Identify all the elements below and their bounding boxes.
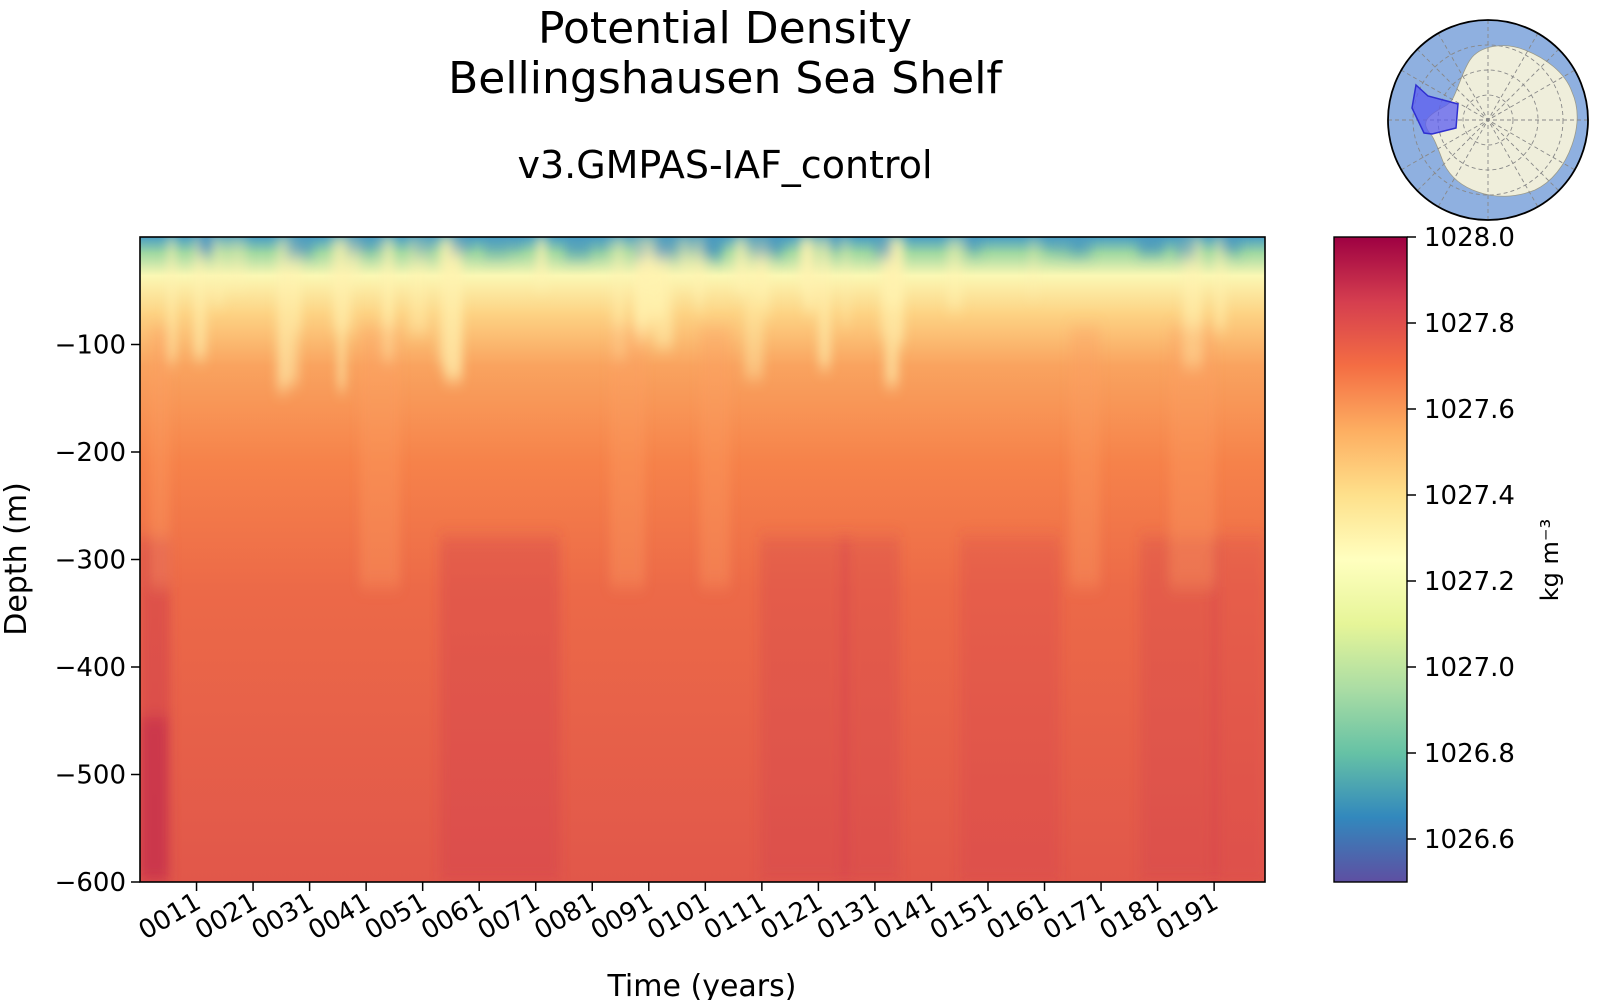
heatmap-streak-surface	[346, 237, 369, 252]
colorbar-tick-label: 1026.8	[1424, 739, 1515, 769]
y-tick-label: −500	[55, 761, 126, 791]
heatmap-streak-light	[167, 237, 176, 362]
heatmap-streak-light	[744, 237, 764, 379]
y-axis: −100 −200 −300 −400 −500 −600	[55, 331, 140, 898]
heatmap-streak-light	[193, 237, 207, 359]
colorbar-label: kg m⁻³	[1536, 519, 1564, 601]
heatmap-streak-light	[226, 237, 247, 287]
heatmap-streak-light	[734, 237, 747, 292]
heatmap-streak-surface	[450, 237, 471, 251]
colorbar-tick-label: 1027.2	[1424, 567, 1515, 597]
heatmap-band-light	[1170, 327, 1215, 587]
heatmap-streak-light	[331, 237, 354, 331]
heatmap-band-dense	[140, 717, 168, 882]
heatmap-band-dense	[760, 537, 850, 882]
heatmap-streak-surface	[511, 237, 521, 250]
heatmap-streak-surface	[826, 237, 843, 250]
heatmap-streak-surface	[197, 237, 213, 253]
heatmap-streak-light	[695, 237, 703, 311]
heatmap-streak-surface	[1056, 237, 1077, 255]
heatmap-streak-surface	[565, 237, 592, 257]
heatmap-streak-surface	[685, 237, 699, 254]
colorbar-tick-label: 1027.6	[1424, 395, 1515, 425]
chart-title-line2: Bellingshausen Sea Shelf	[448, 53, 1002, 104]
heatmap-streak-surface	[1221, 237, 1243, 253]
heatmap-band-dense	[440, 537, 560, 882]
chart-title: Potential Density	[537, 3, 913, 54]
heatmap-streak-surface	[290, 237, 314, 255]
y-axis-label: Depth (m)	[0, 482, 34, 636]
heatmap-streak-light	[884, 237, 899, 386]
x-axis: 0011002100310041005100610071008100910101…	[134, 882, 1224, 946]
colorbar-tick-label: 1027.0	[1424, 653, 1515, 683]
y-tick-label: −400	[55, 653, 126, 683]
heatmap-streak-light	[408, 237, 429, 334]
colorbar-tick-label: 1027.4	[1424, 481, 1515, 511]
colorbar-tick-label: 1026.6	[1424, 825, 1515, 855]
heatmap-streak-surface	[635, 237, 645, 259]
heatmap-streak-light	[842, 237, 850, 326]
heatmap-streak-surface	[660, 237, 672, 254]
heatmap-streak-surface	[365, 237, 384, 253]
heatmap-band-light	[700, 327, 730, 587]
heatmap-streak-light	[349, 237, 361, 281]
y-tick-label: −100	[55, 331, 126, 361]
heatmap-streak-light	[1029, 237, 1038, 297]
colorbar-tick-label: 1027.8	[1424, 309, 1515, 339]
colorbar-tick-label: 1028.0	[1424, 223, 1515, 253]
heatmap-band-dense	[960, 537, 1060, 882]
heatmap-streak-surface	[765, 237, 786, 251]
heatmap-streak-light	[763, 237, 771, 316]
x-tick-label: 0191	[1151, 887, 1223, 946]
y-tick-label: −200	[55, 438, 126, 468]
heatmap-band-light	[1070, 327, 1100, 587]
heatmap-streak-surface	[595, 237, 608, 253]
map-graticule	[1388, 20, 1588, 220]
heatmap-streak-light	[437, 237, 447, 367]
y-tick-label: −300	[55, 546, 126, 576]
heatmap-band-dense	[1210, 537, 1265, 882]
colorbar: 1028.0 1027.8 1027.6 1027.4 1027.2 1027.0 1026…	[1333, 223, 1564, 883]
heatmap-streak-surface	[705, 237, 722, 258]
heatmap-plot-area	[140, 237, 1265, 882]
map-border	[1387, 19, 1589, 221]
y-tick-label: −600	[55, 868, 126, 898]
chart-subtitle: v3.GMPAS-IAF_control	[517, 143, 933, 187]
heatmap-band-light	[360, 327, 400, 587]
heatmap-streak-surface	[743, 237, 758, 253]
heatmap-band-dense	[840, 537, 900, 882]
heatmap-band-light	[610, 327, 645, 587]
heatmap-streak-light	[212, 237, 224, 305]
colorbar-gradient	[1333, 236, 1408, 883]
heatmap-band-dense	[1140, 537, 1220, 882]
heatmap-streak-light	[329, 237, 337, 287]
heatmap-streak-light	[798, 237, 813, 288]
heatmap-streak-light	[280, 237, 300, 385]
heatmap-streak-surface	[1139, 237, 1155, 252]
inset-map	[1387, 19, 1589, 221]
heatmap-streak-surface	[1175, 237, 1196, 257]
heatmap-streak-light	[634, 237, 647, 342]
heatmap-streak-light	[946, 237, 963, 310]
heatmap-streak-surface	[881, 237, 893, 256]
heatmap-streak-surface	[483, 237, 510, 255]
map-region-highlight	[1411, 83, 1459, 135]
heatmap-streak-surface	[413, 237, 432, 255]
heatmap-band-light	[150, 327, 170, 587]
heatmap-streak-surface	[963, 237, 982, 252]
heatmap-streak-surface	[1042, 237, 1060, 250]
heatmap-streak-light	[535, 237, 548, 287]
heatmap-streak-light	[818, 237, 831, 369]
colorbar-ticks: 1028.0 1027.8 1027.6 1027.4 1027.2 1027.0 1026…	[1407, 223, 1515, 855]
heatmap-streak-light	[1214, 237, 1226, 330]
x-axis-label: Time (years)	[607, 969, 797, 1000]
